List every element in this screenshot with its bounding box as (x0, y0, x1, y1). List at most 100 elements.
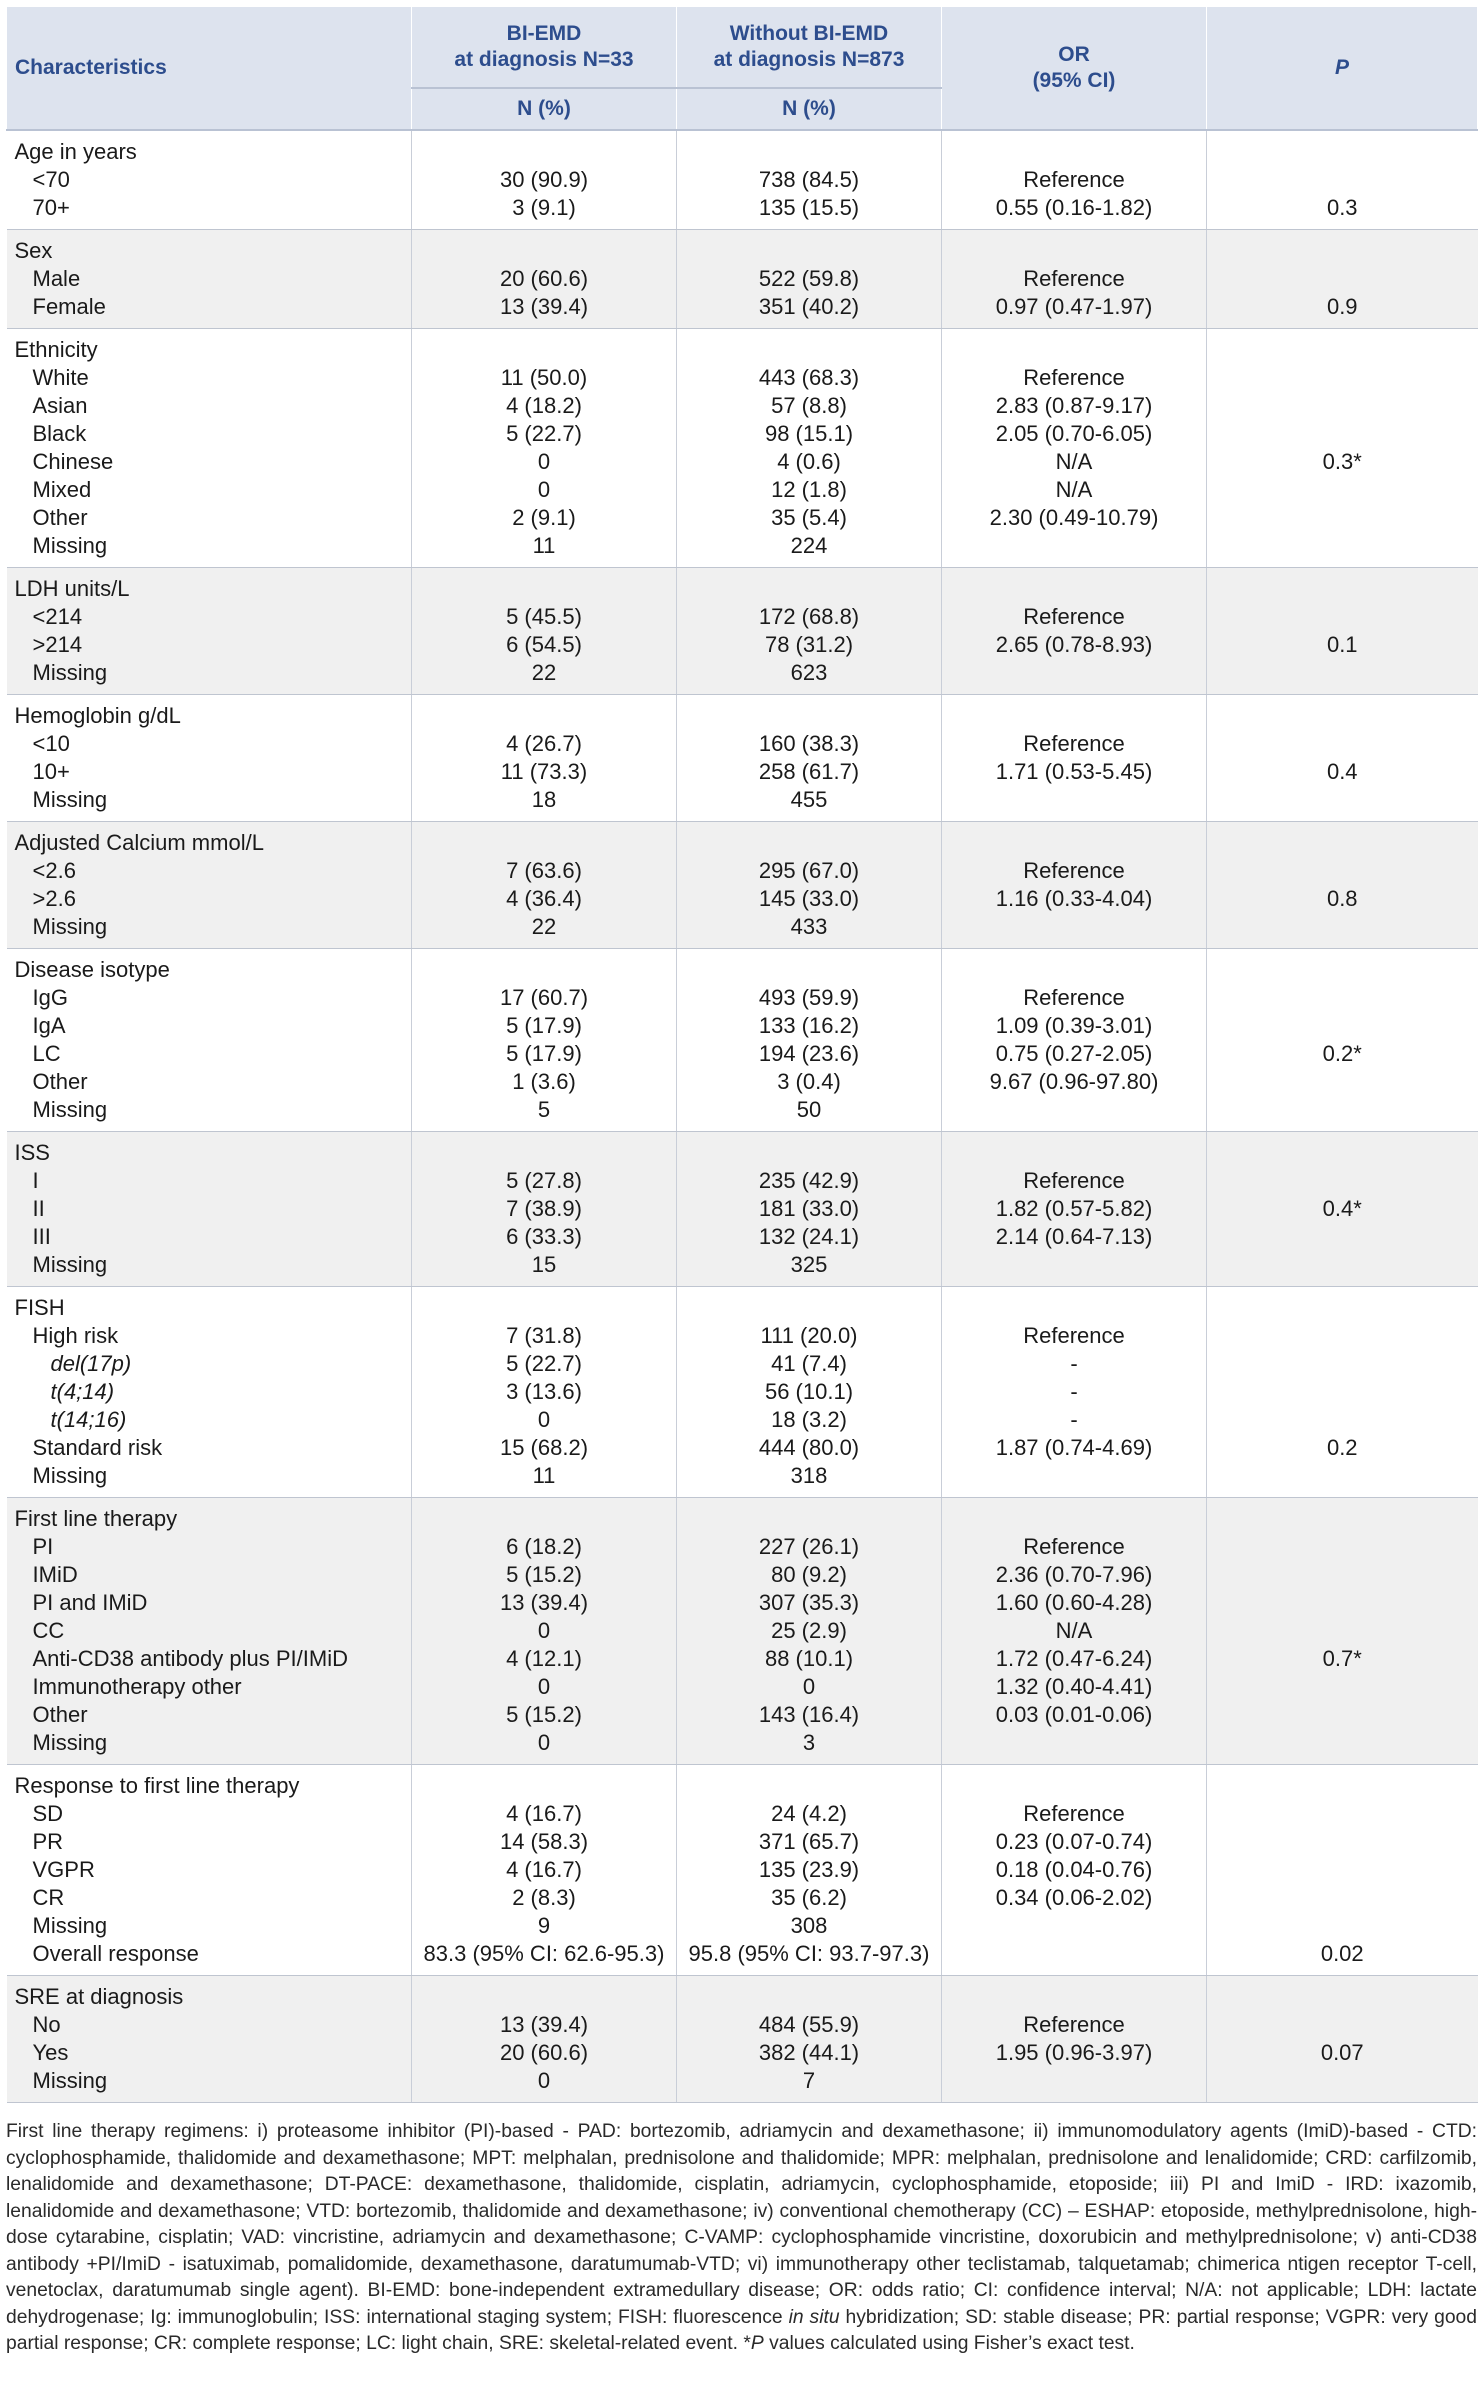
odds-ratio-value: 0.97 (0.47-1.97) (995, 294, 1153, 319)
odds-ratio-value: 1.32 (0.40-4.41) (995, 1674, 1153, 1699)
spacer (685, 575, 933, 603)
spacer (420, 336, 668, 364)
row-label: High risk (32, 1323, 119, 1348)
spacer (1215, 857, 1470, 885)
spacer (685, 1983, 933, 2011)
spacer (1215, 1912, 1470, 1940)
spacer (950, 237, 1198, 265)
spacer (1215, 364, 1470, 392)
spacer (950, 1983, 1198, 2011)
p-value: 0.3* (1322, 449, 1362, 474)
row-label: PI and IMiD (32, 1590, 148, 1615)
header-or-line2: (95% CI) (1032, 69, 1116, 92)
odds-ratio-value: - (1070, 1407, 1078, 1432)
bi-emd-value: 13 (39.4) (499, 2012, 589, 2037)
characteristic-cell: Hemoglobin g/dL <10 10+ Missing (6, 694, 412, 822)
bi-emd-value: 22 (531, 660, 557, 685)
spacer (1215, 1350, 1470, 1378)
bi-emd-value: 7 (31.8) (506, 1323, 582, 1348)
without-bi-emd-value: 50 (796, 1097, 822, 1122)
row-label: IgA (32, 1013, 66, 1038)
odds-ratio-value: 1.95 (0.96-3.97) (995, 2040, 1153, 2065)
spacer (1215, 575, 1470, 603)
bi-emd-value: 4 (18.2) (506, 393, 582, 418)
characteristics-table: Characteristics BI-EMD at diagnosis N=33… (6, 6, 1478, 2103)
odds-ratio-value: 2.83 (0.87-9.17) (995, 393, 1153, 418)
p-value-cell: 0.7* (1206, 1497, 1478, 1765)
table-row: Disease isotype IgG IgA LC Other Missing 17 (6… (6, 948, 1478, 1132)
header-or-line1: OR (1058, 43, 1090, 66)
p-value: 0.1 (1326, 632, 1358, 657)
odds-ratio-value (950, 1729, 1198, 1757)
bi-emd-value: 0 (537, 1618, 551, 1643)
bi-emd-value: 6 (54.5) (506, 632, 582, 657)
without-bi-emd-value: 318 (790, 1463, 828, 1488)
odds-ratio-value: 0.23 (0.07-0.74) (995, 1829, 1153, 1854)
odds-ratio-value: N/A (1055, 449, 1093, 474)
without-bi-emd-value: 143 (16.4) (758, 1702, 860, 1727)
spacer (1215, 829, 1470, 857)
header-without-bi-emd-line2: at diagnosis N=873 (713, 48, 905, 71)
spacer (1215, 1983, 1470, 2011)
without-bi-emd-value: 35 (5.4) (771, 505, 847, 530)
group-title: LDH units/L (14, 576, 130, 601)
row-label: <10 (32, 731, 70, 756)
row-label: IgG (32, 985, 68, 1010)
bi-emd-value: 9 (537, 1913, 551, 1938)
bi-emd-value: 5 (27.8) (506, 1168, 582, 1193)
bi-emd-value: 0 (537, 477, 551, 502)
header-without-bi-emd-line1: Without BI-EMD (729, 22, 889, 45)
odds-ratio-value: 2.14 (0.64-7.13) (995, 1224, 1153, 1249)
without-bi-emd-value: 295 (67.0) (758, 858, 860, 883)
spacer (1215, 1701, 1470, 1729)
bi-emd-value: 4 (36.4) (506, 886, 582, 911)
spacer (1215, 1096, 1470, 1124)
odds-ratio-value: 2.65 (0.78-8.93) (995, 632, 1153, 657)
group-title: Hemoglobin g/dL (14, 703, 181, 728)
without-bi-emd-value: 3 (802, 1730, 816, 1755)
odds-ratio-value: 9.67 (0.96-97.80) (989, 1069, 1159, 1094)
table-row: FISH High risk del(17p) t(4;14) t(14;16) Stan… (6, 1286, 1478, 1498)
p-value: 0.3 (1326, 195, 1358, 220)
spacer (420, 1983, 668, 2011)
spacer (950, 336, 1198, 364)
odds-ratio-value (950, 532, 1198, 560)
odds-ratio-value: 1.72 (0.47-6.24) (995, 1646, 1153, 1671)
without-bi-emd-value: 41 (7.4) (771, 1351, 847, 1376)
odds-ratio-value (950, 786, 1198, 814)
odds-ratio-value: 1.16 (0.33-4.04) (995, 886, 1153, 911)
without-bi-emd-cell: 235 (42.9) 181 (33.0) 132 (24.1) 325 (676, 1131, 942, 1287)
odds-ratio-value: Reference (1023, 365, 1125, 390)
spacer (1215, 2011, 1470, 2039)
characteristic-cell: ISS I II III Missing (6, 1131, 412, 1287)
row-label: 10+ (32, 759, 70, 784)
odds-ratio-value (950, 1096, 1198, 1124)
table-body: Age in years <70 70+ 30 (90.9) 3 (9.1) 738 (8… (6, 130, 1478, 2103)
row-label: Missing (32, 660, 108, 685)
odds-ratio-value: N/A (1055, 477, 1093, 502)
without-bi-emd-cell: 522 (59.8) 351 (40.2) (676, 229, 942, 329)
odds-ratio-value: 1.71 (0.53-5.45) (995, 759, 1153, 784)
results-table-container: Characteristics BI-EMD at diagnosis N=33… (6, 6, 1478, 2103)
odds-ratio-value: Reference (1023, 1801, 1125, 1826)
odds-ratio-cell: Reference 0.23 (0.07-0.74) 0.18 (0.04-0.76… (941, 1764, 1207, 1976)
spacer (1215, 166, 1470, 194)
table-row: Adjusted Calcium mmol/L <2.6 >2.6 Missing 7 … (6, 821, 1478, 949)
bi-emd-value: 6 (33.3) (506, 1224, 582, 1249)
row-label: Immunotherapy other (32, 1674, 242, 1699)
without-bi-emd-value: 181 (33.0) (758, 1196, 860, 1221)
without-bi-emd-value: 444 (80.0) (758, 1435, 860, 1460)
row-label: Overall response (32, 1941, 199, 1966)
bi-emd-cell: 30 (90.9) 3 (9.1) (411, 130, 677, 230)
spacer (950, 702, 1198, 730)
spacer (950, 1294, 1198, 1322)
spacer (420, 702, 668, 730)
odds-ratio-cell: Reference 1.09 (0.39-3.01) 0.75 (0.27-2.05… (941, 948, 1207, 1132)
spacer (950, 1772, 1198, 1800)
spacer (1215, 1856, 1470, 1884)
spacer (685, 702, 933, 730)
p-value: 0.02 (1320, 1941, 1364, 1966)
spacer (1215, 265, 1470, 293)
bi-emd-value: 11 (73.3) (500, 759, 588, 784)
p-value: 0.07 (1320, 2040, 1364, 2065)
